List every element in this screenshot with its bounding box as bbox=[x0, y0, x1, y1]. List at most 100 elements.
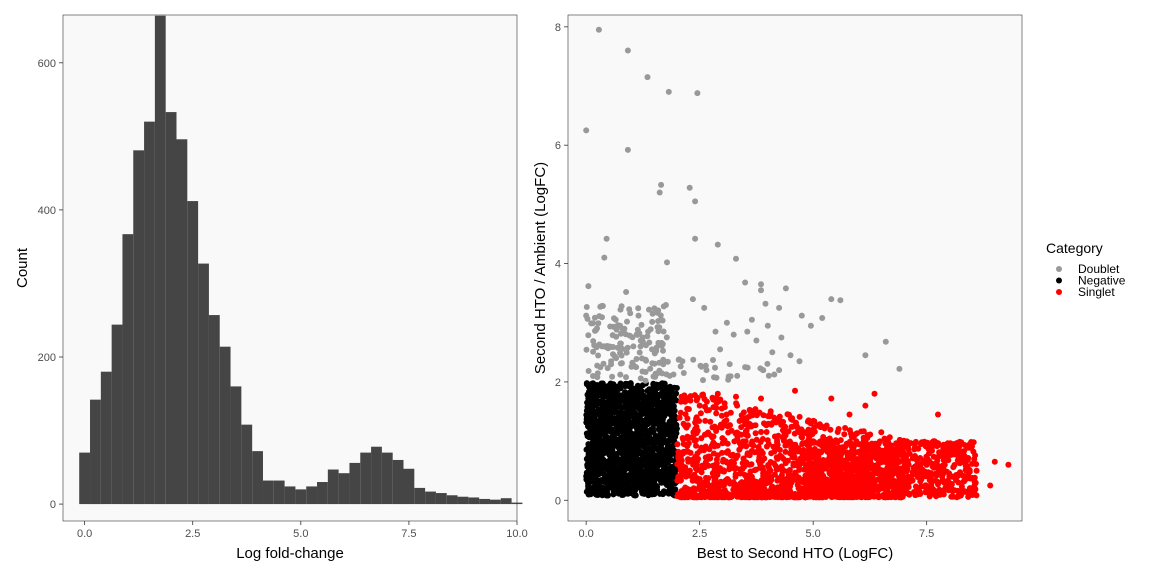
scatter-point bbox=[742, 472, 749, 479]
scatter-point bbox=[641, 490, 648, 497]
scatter-point bbox=[736, 446, 743, 453]
scatter-point bbox=[652, 373, 659, 380]
scatter-point bbox=[669, 445, 676, 452]
scatter-point bbox=[599, 343, 605, 350]
scatter-point bbox=[749, 438, 756, 445]
scatter-point bbox=[646, 339, 653, 346]
scatter-point bbox=[864, 432, 871, 439]
scatter-point bbox=[786, 411, 792, 418]
scatter-y-tick-label: 2 bbox=[555, 377, 561, 389]
scatter-point bbox=[951, 462, 958, 468]
scatter-point bbox=[879, 477, 886, 484]
scatter-point bbox=[748, 316, 755, 323]
scatter-point bbox=[914, 491, 921, 498]
scatter-point bbox=[623, 289, 630, 295]
scatter-point bbox=[728, 458, 735, 465]
scatter-y-tick-label: 6 bbox=[555, 140, 561, 152]
scatter-point bbox=[814, 422, 821, 429]
scatter-point bbox=[710, 396, 717, 403]
scatter-point bbox=[673, 385, 680, 391]
scatter-point bbox=[620, 462, 627, 469]
scatter-point bbox=[726, 361, 733, 368]
histogram-bar bbox=[403, 468, 415, 505]
legend-label-negative: Negative bbox=[1078, 274, 1126, 288]
scatter-point bbox=[947, 452, 954, 458]
scatter-point bbox=[897, 477, 903, 484]
scatter-point bbox=[660, 479, 667, 486]
scatter-point bbox=[837, 437, 844, 444]
scatter-point bbox=[642, 439, 649, 446]
scatter-point bbox=[596, 383, 603, 390]
scatter-point bbox=[791, 430, 798, 437]
scatter-point bbox=[826, 478, 833, 485]
scatter-point bbox=[636, 482, 643, 489]
scatter-point bbox=[719, 492, 726, 499]
scatter-point bbox=[847, 467, 854, 474]
scatter-point bbox=[778, 482, 785, 489]
histogram-bar bbox=[176, 139, 188, 505]
scatter-point bbox=[585, 396, 592, 403]
scatter-point bbox=[643, 420, 650, 427]
scatter-point bbox=[686, 467, 693, 474]
scatter-point bbox=[823, 439, 830, 446]
scatter-point bbox=[657, 444, 664, 451]
scatter-point bbox=[585, 451, 592, 458]
scatter-point bbox=[899, 468, 906, 475]
scatter-point bbox=[666, 372, 673, 379]
scatter-point bbox=[909, 477, 916, 484]
scatter-point bbox=[875, 458, 882, 464]
scatter-point bbox=[825, 483, 832, 490]
scatter-point bbox=[652, 452, 659, 459]
scatter-point bbox=[879, 450, 886, 457]
histogram-x-tick-label: 0.0 bbox=[77, 528, 92, 540]
scatter-point bbox=[805, 442, 812, 449]
scatter-point bbox=[787, 492, 794, 498]
scatter-point bbox=[656, 324, 663, 331]
scatter-point bbox=[650, 401, 657, 408]
scatter-point bbox=[742, 279, 749, 286]
scatter-point bbox=[637, 472, 644, 479]
histogram-bar bbox=[349, 462, 361, 505]
scatter-point bbox=[587, 416, 594, 423]
scatter-point bbox=[1005, 461, 1012, 468]
scatter-point bbox=[668, 464, 675, 471]
scatter-point bbox=[734, 402, 741, 409]
scatter-point bbox=[758, 429, 765, 435]
scatter-point bbox=[696, 402, 703, 409]
scatter-panel: 0.0 2.5 5.0 7.5 0 2 4 6 8 Best to Second HTO (L… bbox=[532, 14, 1023, 562]
scatter-point bbox=[657, 469, 664, 476]
scatter-point bbox=[605, 401, 612, 408]
scatter-point bbox=[682, 423, 689, 430]
scatter-point bbox=[599, 439, 605, 446]
scatter-point bbox=[660, 408, 667, 415]
scatter-point bbox=[802, 430, 809, 436]
scatter-point bbox=[915, 463, 922, 470]
scatter-point bbox=[698, 469, 705, 476]
scatter-point bbox=[771, 414, 778, 421]
scatter-point bbox=[710, 357, 716, 363]
scatter-point bbox=[724, 448, 731, 455]
scatter-point bbox=[653, 381, 660, 388]
scatter-point bbox=[634, 331, 641, 338]
histogram-bar bbox=[187, 201, 199, 505]
scatter-point bbox=[661, 424, 668, 431]
scatter-point bbox=[640, 392, 647, 399]
scatter-point bbox=[697, 362, 704, 369]
scatter-point bbox=[882, 338, 889, 345]
legend-key-negative bbox=[1056, 277, 1062, 284]
scatter-point bbox=[891, 464, 898, 471]
scatter-point bbox=[815, 483, 822, 490]
scatter-point bbox=[886, 465, 893, 472]
scatter-point bbox=[844, 463, 851, 470]
scatter-point bbox=[701, 464, 708, 471]
scatter-point bbox=[807, 322, 814, 329]
scatter-point bbox=[853, 438, 860, 445]
scatter-point bbox=[858, 451, 864, 458]
scatter-point bbox=[871, 390, 878, 397]
scatter-point bbox=[755, 444, 762, 450]
scatter-point bbox=[962, 488, 969, 495]
scatter-point bbox=[771, 371, 778, 378]
scatter-point bbox=[771, 460, 777, 467]
scatter-point bbox=[613, 333, 620, 340]
scatter-point bbox=[655, 339, 662, 346]
